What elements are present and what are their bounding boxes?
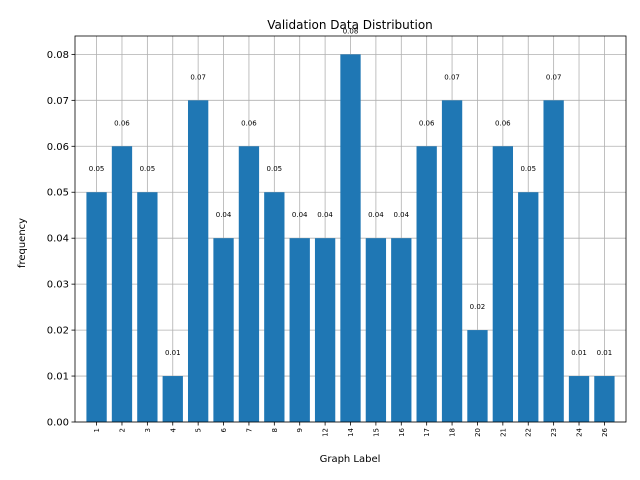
y-axis-label: frequency <box>17 218 28 268</box>
chart-title: Validation Data Distribution <box>267 18 433 32</box>
data-label: 0.05 <box>267 165 283 173</box>
bar-9 <box>289 238 310 422</box>
bar-21 <box>492 146 514 423</box>
y-tick-label: 0.02 <box>47 326 69 337</box>
data-label: 0.06 <box>114 119 130 127</box>
x-tick-label: 8 <box>271 428 279 432</box>
bars <box>86 54 615 423</box>
x-tick-label: 16 <box>398 427 406 436</box>
y-axis-ticks: 0.00 0.01 0.02 0.03 0.04 0.05 0.06 0.07 0.08 <box>47 50 75 429</box>
x-tick-label: 4 <box>169 427 177 432</box>
y-tick-label: 0.01 <box>47 372 69 383</box>
y-tick-label: 0.05 <box>47 188 69 199</box>
data-label: 0.04 <box>216 211 232 219</box>
x-tick-label: 14 <box>347 427 355 436</box>
bar-12 <box>314 238 336 422</box>
data-label: 0.04 <box>393 211 409 219</box>
data-label: 0.05 <box>520 165 536 173</box>
bar-7 <box>238 146 260 423</box>
bar-20 <box>467 330 488 422</box>
y-tick-label: 0.04 <box>47 234 69 245</box>
bar-8 <box>264 192 285 422</box>
bar-23 <box>543 100 564 422</box>
bar-4 <box>162 376 183 422</box>
data-label: 0.07 <box>444 73 460 81</box>
x-axis-ticks: 1 2 3 4 5 6 7 8 9 12 14 15 16 17 18 20 21 22 23 24 26 <box>93 422 609 437</box>
x-tick-label: 21 <box>499 428 507 437</box>
data-label: 0.05 <box>140 165 156 173</box>
x-tick-label: 6 <box>220 427 228 432</box>
data-label: 0.04 <box>317 211 333 219</box>
bar-5 <box>187 100 209 422</box>
x-tick-label: 3 <box>144 428 152 432</box>
bar-17 <box>416 146 437 423</box>
x-tick-label: 22 <box>525 428 533 437</box>
bar-3 <box>137 192 158 422</box>
x-tick-label: 20 <box>474 428 482 437</box>
x-tick-label: 1 <box>93 428 101 432</box>
data-label: 0.08 <box>343 27 359 35</box>
bar-26 <box>594 376 615 422</box>
data-label: 0.04 <box>292 211 308 219</box>
x-tick-label: 2 <box>118 428 126 432</box>
bar-16 <box>391 238 412 422</box>
bar-18 <box>441 100 463 422</box>
x-axis-label: Graph Label <box>320 454 381 465</box>
y-tick-label: 0.06 <box>47 142 69 153</box>
data-labels: 0.05 0.06 0.05 0.01 0.07 0.04 0.06 0.05 0.04 0.04… <box>89 27 612 357</box>
x-tick-label: 9 <box>296 428 304 432</box>
x-tick-label: 26 <box>601 427 609 436</box>
data-label: 0.04 <box>368 211 384 219</box>
y-tick-label: 0.00 <box>47 418 69 429</box>
data-label: 0.06 <box>419 119 435 127</box>
data-label: 0.01 <box>571 349 587 357</box>
data-label: 0.02 <box>470 303 486 311</box>
bar-6 <box>213 238 234 422</box>
x-tick-label: 15 <box>372 428 380 437</box>
bar-14 <box>340 54 361 422</box>
x-tick-label: 12 <box>322 428 330 437</box>
data-label: 0.06 <box>495 119 511 127</box>
bar-1 <box>86 192 107 422</box>
data-label: 0.01 <box>165 349 181 357</box>
x-tick-label: 23 <box>550 428 558 437</box>
x-tick-label: 5 <box>195 428 203 432</box>
bar-15 <box>365 238 387 422</box>
y-tick-label: 0.08 <box>47 50 69 61</box>
x-tick-label: 17 <box>423 428 431 437</box>
y-tick-label: 0.03 <box>47 280 69 291</box>
y-tick-label: 0.07 <box>47 96 69 107</box>
data-label: 0.06 <box>241 119 257 127</box>
data-label: 0.07 <box>190 73 206 81</box>
data-label: 0.05 <box>89 165 105 173</box>
bar-24 <box>568 376 590 422</box>
x-tick-label: 7 <box>245 428 253 432</box>
data-label: 0.01 <box>597 349 613 357</box>
x-tick-label: 24 <box>576 427 584 436</box>
x-tick-label: 18 <box>449 428 457 437</box>
bar-22 <box>518 192 539 422</box>
bar-2 <box>111 146 133 423</box>
data-label: 0.07 <box>546 73 562 81</box>
